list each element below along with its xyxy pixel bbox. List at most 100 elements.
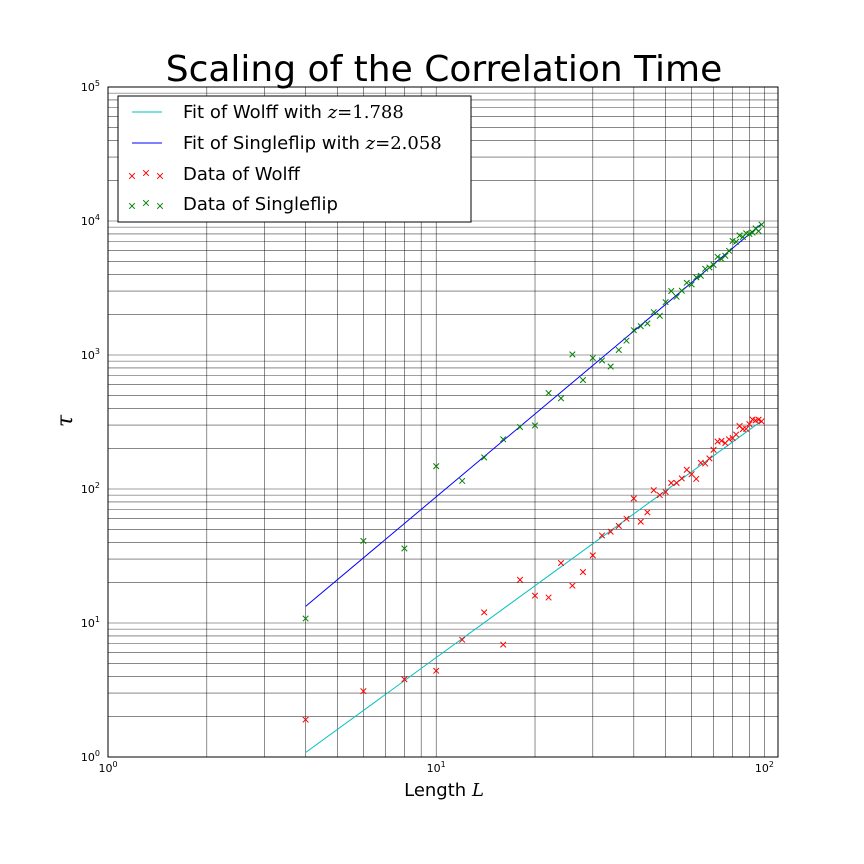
singleflip-data-point xyxy=(360,537,367,545)
wolff-data-point xyxy=(637,518,644,525)
singleflip-data-point xyxy=(302,615,309,622)
legend-wolff-fit-z-symbol: z xyxy=(327,102,338,123)
wolff-data-point xyxy=(531,592,539,599)
wolff-data-point xyxy=(702,460,709,467)
legend-box xyxy=(117,95,472,223)
wolff-data-point xyxy=(579,568,587,576)
legend-wolff-marker xyxy=(142,169,150,177)
singleflip-data-point xyxy=(557,395,565,402)
singleflip-data-point xyxy=(637,323,644,330)
singleflip-data-point xyxy=(758,221,765,228)
singleflip-data-point xyxy=(749,229,756,236)
singleflip-data-point xyxy=(722,252,729,259)
y-tick-label: 105 xyxy=(81,79,100,94)
legend-wolff-fit-z-value: 1.788 xyxy=(352,102,404,123)
y-tick-label: 104 xyxy=(81,213,100,228)
singleflip-data-point xyxy=(615,346,622,354)
legend-wolff-data-markers xyxy=(128,169,164,180)
singleflip-data-point xyxy=(693,274,700,281)
wolff-data-point xyxy=(656,491,663,499)
wolff-data-point xyxy=(725,436,733,443)
singleflip-data-point xyxy=(656,312,663,319)
wolff-data-point xyxy=(706,455,713,462)
wolff-data-point xyxy=(644,509,651,516)
wolff-data-point xyxy=(516,576,524,583)
axis-ticks: 100 101 102 100 101 102 103 104 105 xyxy=(81,79,774,775)
legend-singleflip-data-markers xyxy=(128,199,164,210)
singleflip-data-point xyxy=(688,281,695,288)
wolff-data-point xyxy=(662,488,669,496)
singleflip-data-point xyxy=(732,238,740,245)
x-tick-label: 102 xyxy=(755,760,774,775)
singleflip-data-point xyxy=(702,265,709,272)
singleflip-fit-line xyxy=(305,223,762,607)
wolff-data-point xyxy=(433,667,440,674)
legend-wolff-fit-prefix: Fit of Wolff with xyxy=(183,102,328,123)
wolff-data-point xyxy=(569,582,576,589)
wolff-data-point xyxy=(607,528,614,535)
legend-singleflip-fit-equals: = xyxy=(375,133,390,154)
wolff-data-point xyxy=(758,418,765,425)
y-tick-label: 103 xyxy=(81,347,100,362)
x-axis-label-text: Length xyxy=(404,780,466,801)
wolff-data-point xyxy=(688,471,695,478)
singleflip-data-point xyxy=(714,253,721,261)
wolff-data-point xyxy=(459,636,466,643)
singleflip-data-point xyxy=(433,463,440,470)
singleflip-data-point xyxy=(725,247,733,254)
singleflip-data-point xyxy=(607,363,614,370)
y-axis-label: τ xyxy=(53,414,78,427)
wolff-data-point xyxy=(589,552,596,559)
x-tick-label: 101 xyxy=(427,760,446,775)
singleflip-data-point xyxy=(481,454,488,461)
x-axis-label-symbol: L xyxy=(471,780,484,801)
legend-singleflip-fit-z-value: 2.058 xyxy=(390,133,442,154)
singleflip-data-point xyxy=(697,272,704,279)
singleflip-data-point xyxy=(623,337,630,344)
y-tick-label: 102 xyxy=(81,481,100,496)
singleflip-data-point xyxy=(589,354,596,362)
singleflip-data-point xyxy=(755,227,762,235)
wolff-data-point xyxy=(401,676,408,683)
wolff-data-point xyxy=(710,446,717,453)
singleflip-data-point xyxy=(710,261,717,269)
wolff-data-point xyxy=(650,487,657,494)
singleflip-data-point xyxy=(683,279,690,286)
legend-singleflip-marker xyxy=(128,202,136,210)
singleflip-data-point xyxy=(630,327,637,334)
singleflip-data-point xyxy=(650,308,657,316)
y-tick-label: 101 xyxy=(81,615,100,630)
x-axis-label: Length L xyxy=(404,780,484,801)
wolff-data-point xyxy=(615,522,622,530)
y-tick-label: 100 xyxy=(81,749,100,764)
legend-wolff-marker xyxy=(128,172,136,180)
wolff-data-point xyxy=(500,641,507,648)
wolff-data-point xyxy=(360,688,367,695)
singleflip-data-point xyxy=(531,422,539,429)
singleflip-data-point xyxy=(673,293,680,300)
singleflip-data-point xyxy=(644,320,651,327)
singleflip-data-point xyxy=(662,298,669,306)
wolff-data-point xyxy=(623,515,630,522)
singleflip-data-point xyxy=(706,264,713,271)
wolff-data-point xyxy=(302,716,309,723)
wolff-data-point xyxy=(668,479,675,487)
legend-singleflip-fit-prefix: Fit of Singleflip with xyxy=(183,133,366,154)
singleflip-data-point xyxy=(678,287,685,294)
singleflip-data-point xyxy=(516,423,524,431)
x-tick-label: 100 xyxy=(98,760,117,775)
legend-singleflip-fit-z-symbol: z xyxy=(365,133,376,154)
wolff-data-point xyxy=(481,609,488,616)
plot-frame xyxy=(107,86,779,758)
singleflip-data-point xyxy=(401,545,408,552)
singleflip-data-point xyxy=(746,230,753,238)
wolff-fit-line xyxy=(305,420,762,753)
legend-singleflip-marker xyxy=(142,199,150,207)
wolff-data-point xyxy=(630,495,637,502)
data-markers xyxy=(302,221,765,723)
legend-wolff-fit-equals: = xyxy=(337,102,352,123)
chart-title: Scaling of the Correlation Time xyxy=(166,49,723,90)
singleflip-data-point xyxy=(668,287,675,295)
wolff-data-point xyxy=(746,420,753,428)
